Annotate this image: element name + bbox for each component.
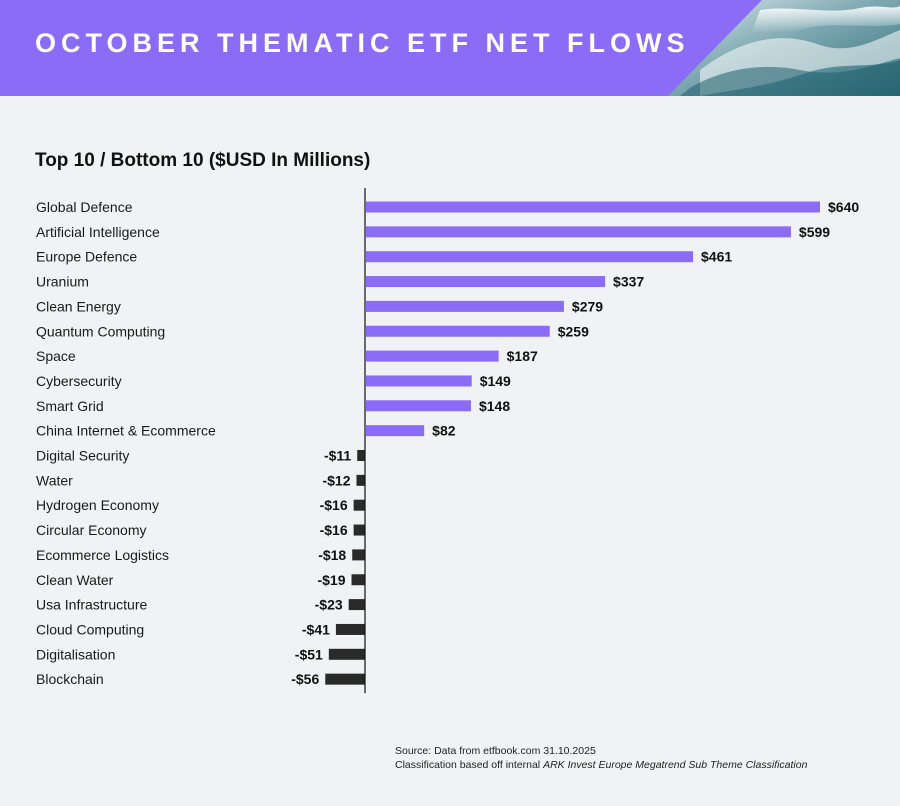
value-label: -$19 <box>317 572 345 588</box>
chart-subtitle: Top 10 / Bottom 10 ($USD In Millions) <box>35 150 371 171</box>
value-label: -$11 <box>324 448 351 464</box>
value-label: $259 <box>558 323 589 339</box>
value-label: -$23 <box>315 597 343 613</box>
classification-prefix: Classification based off internal <box>395 759 544 771</box>
bar <box>366 276 606 288</box>
value-label: $82 <box>432 423 456 439</box>
page-title: OCTOBER THEMATIC ETF NET FLOWS <box>35 28 690 58</box>
category-label: Ecommerce Logistics <box>36 547 169 563</box>
bar <box>353 499 365 511</box>
bar <box>366 300 564 312</box>
category-label: Hydrogen Economy <box>36 497 159 513</box>
category-label: Artificial Intelligence <box>36 224 160 240</box>
category-label: Clean Water <box>36 572 114 588</box>
category-label: Digital Security <box>36 448 129 464</box>
bar <box>366 375 472 387</box>
classification-line: Classification based off internal ARK In… <box>395 758 807 772</box>
ocean-wave-image <box>668 0 900 96</box>
category-label: Water <box>36 472 73 488</box>
source-note: Source: Data from etfbook.com 31.10.2025… <box>395 744 807 772</box>
category-label: Circular Economy <box>36 522 146 538</box>
classification-name: ARK Invest Europe Megatrend Sub Theme Cl… <box>543 759 808 771</box>
value-label: $640 <box>828 199 859 215</box>
bar <box>356 474 365 486</box>
category-label: Uranium <box>36 274 89 290</box>
bar <box>366 251 694 263</box>
value-label: $599 <box>799 224 830 240</box>
bar <box>366 425 425 437</box>
category-label: Usa Infrastructure <box>36 597 147 613</box>
bar <box>348 599 365 611</box>
header-banner: OCTOBER THEMATIC ETF NET FLOWS <box>0 0 900 96</box>
value-label: -$18 <box>318 547 346 563</box>
category-label: Blockchain <box>36 671 104 687</box>
bar <box>328 648 365 660</box>
value-label: $337 <box>613 274 644 290</box>
category-label: Space <box>36 348 76 364</box>
value-label: -$16 <box>320 522 348 538</box>
category-label: Smart Grid <box>36 398 104 414</box>
category-label: Digitalisation <box>36 646 115 662</box>
bar <box>366 325 550 337</box>
category-label: Global Defence <box>36 199 133 215</box>
source-line: Source: Data from etfbook.com 31.10.2025 <box>395 745 596 757</box>
value-label: $187 <box>507 348 538 364</box>
value-label: -$16 <box>320 497 348 513</box>
category-label: Clean Energy <box>36 298 121 314</box>
category-label: Europe Defence <box>36 249 137 265</box>
value-label: $461 <box>701 249 732 265</box>
bar <box>351 574 365 586</box>
value-label: $279 <box>572 298 603 314</box>
bar <box>366 201 820 213</box>
bar <box>366 400 471 412</box>
category-label: Cloud Computing <box>36 621 144 637</box>
value-label: -$51 <box>295 646 323 662</box>
value-label: $149 <box>480 373 511 389</box>
bar <box>352 549 365 561</box>
bar-chart: Global Defence $640 Artificial Intelligenc… <box>36 188 859 694</box>
value-label: -$56 <box>291 671 319 687</box>
bar <box>353 524 365 536</box>
value-label: -$41 <box>302 621 330 637</box>
category-label: China Internet & Ecommerce <box>36 423 216 439</box>
value-label: $148 <box>479 398 510 414</box>
bar <box>357 450 365 461</box>
bar <box>325 673 365 685</box>
bar <box>335 623 365 635</box>
category-label: Cybersecurity <box>36 373 122 389</box>
bar <box>366 350 499 362</box>
bar <box>366 226 791 238</box>
category-label: Quantum Computing <box>36 323 165 339</box>
value-label: -$12 <box>322 472 350 488</box>
